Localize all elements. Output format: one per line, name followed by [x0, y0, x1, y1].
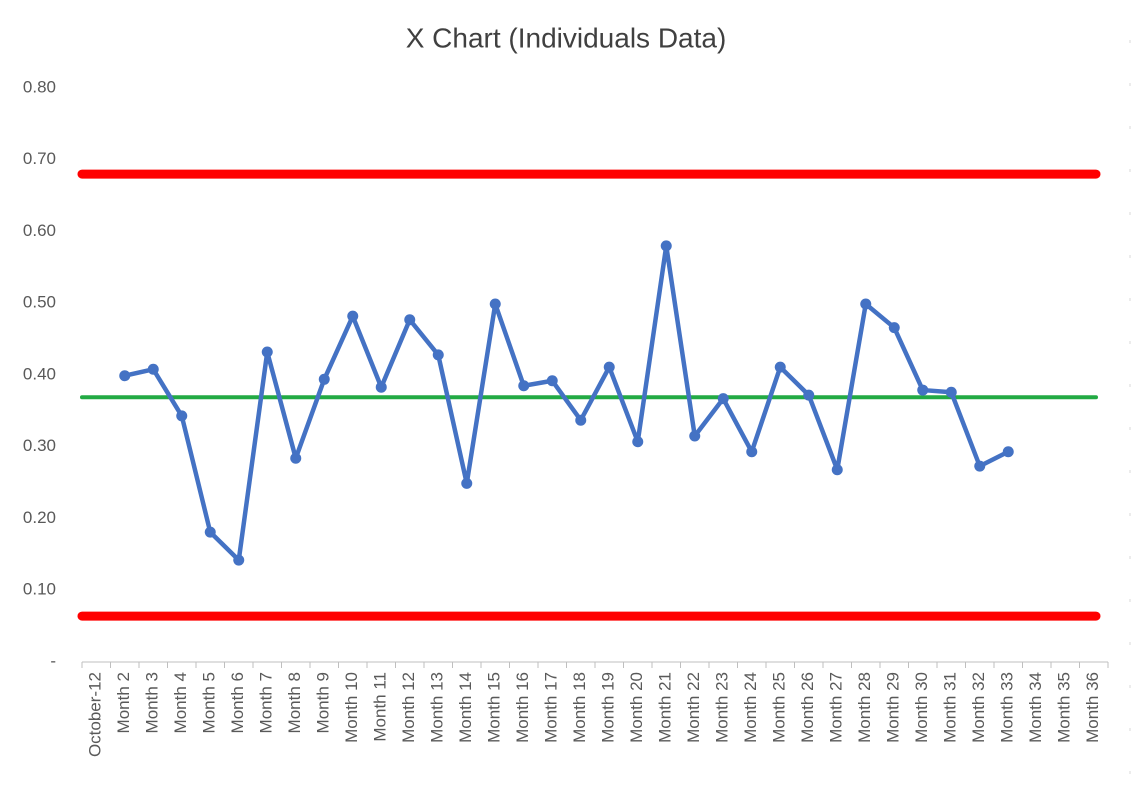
x-tick-label: Month 12: [399, 672, 418, 743]
data-point: [689, 430, 701, 442]
y-tick-label: 0.20: [23, 508, 56, 527]
x-tick-label: Month 35: [1055, 672, 1074, 743]
data-point: [204, 526, 216, 538]
data-point: [518, 380, 530, 392]
data-point: [632, 436, 644, 448]
y-tick-label: -: [50, 651, 56, 670]
data-point: [888, 322, 900, 334]
data-point: [945, 386, 957, 398]
x-tick-label: Month 8: [285, 672, 304, 733]
x-tick-label: Month 22: [684, 672, 703, 743]
x-tick-label: Month 25: [770, 672, 789, 743]
data-point: [603, 361, 615, 373]
x-tick-label: Month 2: [114, 672, 133, 733]
x-tick-label: Month 23: [713, 672, 732, 743]
data-point: [660, 240, 672, 252]
data-point: [461, 477, 473, 489]
series-line: [124, 243, 1010, 563]
x-tick-label: Month 15: [485, 672, 504, 743]
data-point: [261, 346, 273, 358]
x-tick-label: Month 33: [998, 672, 1017, 743]
x-tick-label: Month 19: [599, 672, 618, 743]
x-tick-label: Month 18: [570, 672, 589, 743]
y-tick-label: 0.60: [23, 221, 56, 240]
x-tick-label: Month 27: [827, 672, 846, 743]
x-tick-label: Month 32: [969, 672, 988, 743]
data-point: [774, 361, 786, 373]
x-tick-label: Month 11: [371, 672, 390, 742]
x-tick-label: Month 9: [314, 672, 333, 733]
y-tick-label: 0.50: [23, 293, 56, 312]
data-point: [147, 363, 159, 375]
y-tick-label: 0.30: [23, 436, 56, 455]
data-point: [318, 373, 330, 385]
x-tick-label: Month 36: [1083, 672, 1102, 743]
y-tick-label: 0.80: [23, 77, 56, 96]
data-point: [176, 410, 188, 422]
data-point: [575, 414, 587, 426]
data-point: [489, 298, 501, 310]
x-tick-label: Month 17: [542, 672, 561, 743]
data-point: [347, 310, 359, 322]
data-point: [803, 389, 815, 401]
x-tick-label: Month 4: [171, 672, 190, 733]
x-tick-label: Month 30: [912, 672, 931, 743]
data-point: [119, 370, 131, 382]
x-tick-label: Month 16: [513, 672, 532, 743]
x-tick-label: Month 5: [200, 672, 219, 733]
data-point: [974, 460, 986, 472]
data-point: [917, 384, 929, 396]
data-point: [717, 393, 729, 405]
data-point: [1002, 446, 1014, 458]
x-tick-label: Month 3: [143, 672, 162, 733]
chart-title: X Chart (Individuals Data): [406, 22, 727, 53]
x-tick-label: Month 7: [257, 672, 276, 733]
x-tick-label: Month 14: [456, 672, 475, 743]
x-tick-label: Month 31: [941, 672, 960, 743]
data-point: [404, 314, 416, 326]
x-tick-label: Month 28: [855, 672, 874, 743]
x-tick-label: Month 10: [342, 672, 361, 743]
x-tick-label: Month 21: [656, 672, 675, 743]
data-point: [432, 349, 444, 361]
data-point: [546, 375, 558, 387]
y-tick-label: 0.70: [23, 149, 56, 168]
x-tick-label: October-12: [86, 672, 105, 757]
y-tick-label: 0.10: [23, 580, 56, 599]
data-point: [831, 464, 843, 476]
x-tick-label: Month 13: [428, 672, 447, 743]
x-tick-label: Month 26: [798, 672, 817, 743]
y-tick-label: 0.40: [23, 364, 56, 383]
x-tick-label: Month 6: [228, 672, 247, 733]
x-tick-label: Month 29: [884, 672, 903, 743]
x-tick-label: Month 20: [627, 672, 646, 743]
data-point: [746, 446, 758, 458]
data-point: [860, 298, 872, 310]
data-point: [290, 452, 302, 464]
data-point: [233, 554, 245, 566]
x-tick-label: Month 34: [1026, 672, 1045, 743]
data-point: [375, 381, 387, 393]
x-tick-label: Month 24: [741, 672, 760, 743]
